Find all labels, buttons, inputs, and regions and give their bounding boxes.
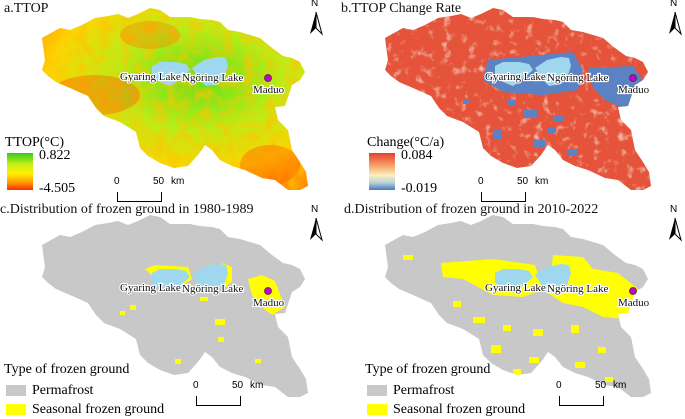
change-rate-map: Gyaring Lake Ngöring Lake Maduo: [385, 8, 651, 190]
north-arrow: N: [665, 204, 685, 246]
lake1-label: Gyaring Lake: [485, 71, 546, 83]
town-label: Maduo: [253, 84, 285, 96]
seasonal-swatch: [6, 404, 26, 415]
north-arrow: N: [665, 0, 685, 40]
frozen-ground-1980-map: Gyaring Lake Ngöring Lake Maduo: [42, 215, 308, 397]
north-arrow-icon: [669, 11, 682, 36]
maduo-marker: [629, 287, 637, 295]
seasonal-swatch: [367, 404, 387, 415]
scalebar: 0 50 km: [556, 380, 626, 410]
panel-a-ttop: a.TTOP Gyaring Lake Ngöring Lake Maduo N…: [0, 0, 342, 207]
legend-item-seasonal: Seasonal frozen ground: [4, 400, 164, 419]
scalebar-line: [481, 192, 526, 202]
change-color-ramp: [369, 153, 395, 190]
town-label: Maduo: [253, 297, 285, 309]
lake2-label: Ngöring Lake: [547, 72, 609, 84]
scalebar-line: [559, 396, 604, 406]
maduo-marker: [264, 287, 272, 295]
panel-d-frozen-2010: d.Distribution of frozen ground in 2010-…: [343, 202, 685, 417]
panel-title: b.TTOP Change Rate: [341, 1, 462, 16]
legend-item-seasonal: Seasonal frozen ground: [365, 400, 525, 419]
panel-title: a.TTOP: [4, 1, 49, 16]
frozen-ground-legend: Type of frozen ground Permafrost Seasona…: [4, 362, 164, 419]
town-label: Maduo: [618, 84, 650, 96]
lake1-label: Gyaring Lake: [485, 282, 546, 294]
scalebar: 0 50 km: [478, 176, 548, 206]
north-arrow: N: [306, 0, 326, 40]
lake2-label: Ngöring Lake: [547, 283, 609, 295]
scalebar-line: [117, 192, 162, 202]
lake2-label: Ngöring Lake: [182, 72, 244, 84]
legend-item-permafrost: Permafrost: [4, 381, 164, 400]
ttop-color-ramp: [7, 153, 33, 190]
panel-c-frozen-1980: c.Distribution of frozen ground in 1980-…: [0, 202, 342, 417]
maduo-marker: [264, 74, 272, 82]
panel-b-change-rate: b.TTOP Change Rate Gyaring Lake Ngöring …: [341, 0, 685, 207]
ttop-map: Gyaring Lake Ngöring Lake Maduo: [42, 8, 308, 190]
north-arrow-icon: [669, 217, 682, 242]
north-arrow-icon: [310, 217, 323, 242]
maduo-marker: [629, 74, 637, 82]
frozen-ground-2010-map: Gyaring Lake Ngöring Lake Maduo: [385, 215, 651, 397]
lake1-label: Gyaring Lake: [120, 282, 181, 294]
panel-title: c.Distribution of frozen ground in 1980-…: [0, 202, 254, 217]
lake2-label: Ngöring Lake: [182, 283, 244, 295]
permafrost-swatch: [367, 385, 387, 396]
north-arrow-icon: [310, 11, 323, 36]
scalebar: 0 50 km: [114, 176, 184, 206]
scalebar-line: [196, 396, 241, 406]
scalebar: 0 50 km: [193, 380, 263, 410]
lake1-label: Gyaring Lake: [120, 71, 181, 83]
town-label: Maduo: [618, 297, 650, 309]
permafrost-swatch: [6, 385, 26, 396]
north-arrow: N: [306, 204, 326, 246]
frozen-ground-legend: Type of frozen ground Permafrost Seasona…: [365, 362, 525, 419]
legend-item-permafrost: Permafrost: [365, 381, 525, 400]
panel-title: d.Distribution of frozen ground in 2010-…: [344, 202, 599, 217]
